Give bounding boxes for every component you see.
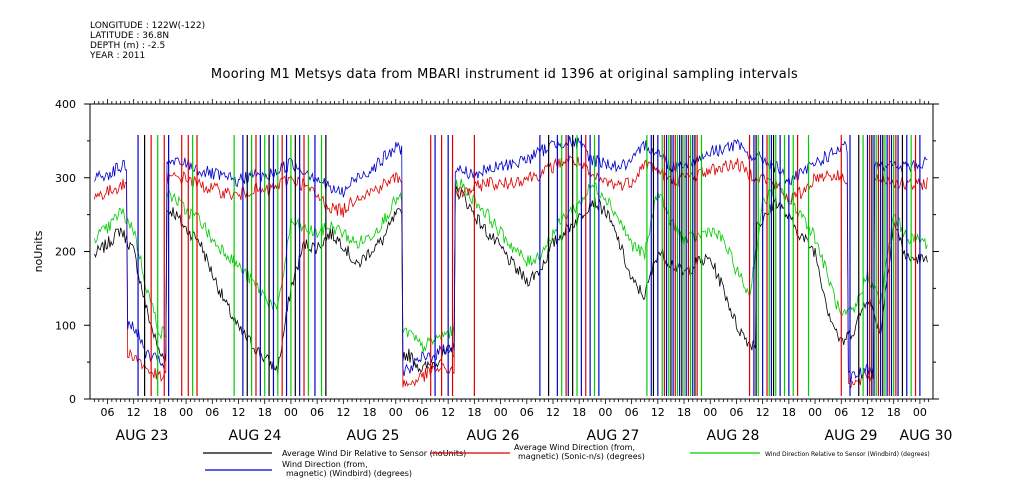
x-tick-label: 06 (310, 406, 324, 419)
legend-label-2: Average Wind Direction (from, (514, 443, 635, 452)
x-tick-label: 06 (100, 406, 114, 419)
x-date-label: AUG 25 (347, 428, 400, 444)
meta-year: YEAR : 2011 (90, 51, 146, 61)
x-date-label: AUG 23 (116, 428, 169, 444)
legend-label-1: Average Wind Dir Relative to Sensor (noU… (282, 449, 466, 458)
x-tick-label: 18 (258, 406, 272, 419)
chart-axes: 0 100 200 300 400 noUnits 06 12 18 00 06 12 18 00 06 12… (32, 98, 952, 444)
x-tick-label: 06 (625, 406, 639, 419)
legend-label-4: magnetic) (Windbird) (degrees) (286, 469, 412, 478)
series-line-1 (94, 185, 928, 375)
x-tick-label: 18 (363, 406, 377, 419)
x-tick-label: 12 (546, 406, 560, 419)
x-tick-label: 18 (677, 406, 691, 419)
legend-label-2: magnetic) (Sonic-n/s) (degrees) (518, 452, 645, 461)
meta-latitude: LATITUDE : 36.8N (90, 31, 170, 41)
x-tick-label: 06 (834, 406, 848, 419)
x-tick-label: 06 (205, 406, 219, 419)
x-tick-label: 18 (887, 406, 901, 419)
x-tick-label: 12 (441, 406, 455, 419)
chart-legend: Average Wind Dir Relative to Sensor (noU… (203, 443, 930, 478)
x-tick-label: 00 (284, 406, 298, 419)
x-date-label: AUG 30 (900, 428, 953, 444)
x-date-label: AUG 24 (229, 428, 282, 444)
y-tick-label: 100 (55, 319, 76, 332)
y-axis-label: noUnits (32, 230, 45, 272)
y-tick-label: 400 (55, 98, 76, 111)
x-tick-label: 18 (572, 406, 586, 419)
x-date-label: AUG 28 (707, 428, 760, 444)
x-tick-label: 00 (389, 406, 403, 419)
legend-label-3: Wind Direction Relative to Sensor (Windb… (765, 451, 930, 458)
y-tick-label: 200 (55, 246, 76, 259)
x-tick-label: 18 (153, 406, 167, 419)
x-date-label: AUG 26 (467, 428, 520, 444)
x-tick-label: 12 (127, 406, 141, 419)
x-tick-label: 18 (782, 406, 796, 419)
x-tick-label: 00 (494, 406, 508, 419)
plot-frame (89, 103, 934, 400)
legend-label-4: Wind Direction (from, (282, 460, 368, 469)
meta-longitude: LONGITUDE : 122W(-122) (90, 21, 206, 31)
x-date-label: AUG 29 (825, 428, 878, 444)
x-tick-label: 00 (598, 406, 612, 419)
meta-depth: DEPTH (m) : -2.5 (90, 41, 166, 51)
x-tick-label: 18 (467, 406, 481, 419)
x-tick-label: 06 (520, 406, 534, 419)
x-tick-label: 12 (756, 406, 770, 419)
y-tick-label: 300 (55, 172, 76, 185)
x-tick-label: 00 (179, 406, 193, 419)
x-date-label: AUG 27 (587, 428, 640, 444)
x-tick-label: 06 (729, 406, 743, 419)
series-line-2 (94, 155, 928, 389)
series-line-3 (94, 178, 928, 353)
chart-title: Mooring M1 Metsys data from MBARI instru… (210, 67, 799, 82)
x-tick-label: 06 (415, 406, 429, 419)
chart-marks (94, 134, 928, 397)
x-tick-label: 00 (913, 406, 927, 419)
x-tick-label: 12 (232, 406, 246, 419)
x-tick-label: 00 (808, 406, 822, 419)
metadata-block: LONGITUDE : 122W(-122) LATITUDE : 36.8N … (90, 21, 205, 61)
x-tick-label: 12 (336, 406, 350, 419)
x-tick-label: 12 (651, 406, 665, 419)
x-tick-label: 12 (860, 406, 874, 419)
y-tick-label: 0 (69, 393, 76, 406)
x-tick-label: 00 (703, 406, 717, 419)
